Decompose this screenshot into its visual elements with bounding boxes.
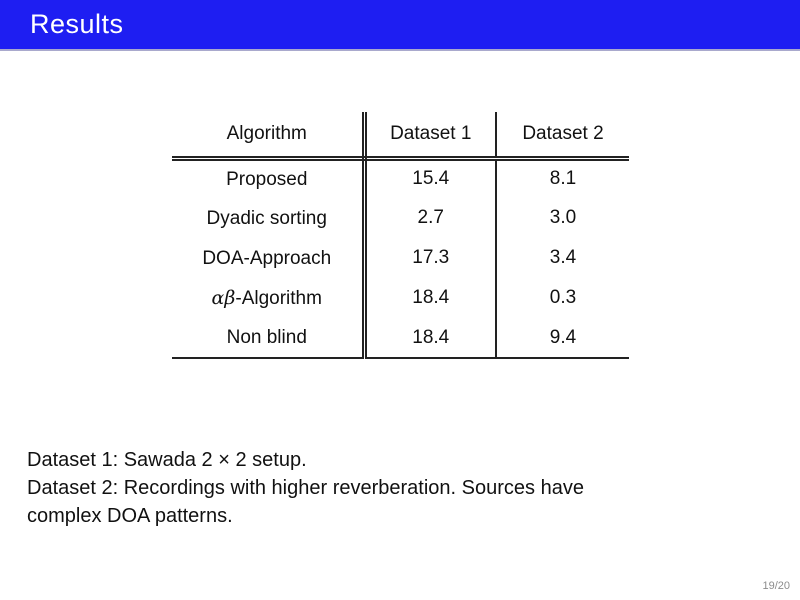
page-indicator: 19/20 — [762, 580, 790, 592]
results-table: Algorithm Dataset 1 Dataset 2 Proposed 1… — [172, 112, 629, 359]
note-line: complex DOA patterns. — [27, 505, 233, 527]
slide-title-bar: Results — [0, 0, 800, 51]
dataset2-cell: 3.0 — [549, 207, 577, 228]
dataset-notes: Dataset 1: Sawada 2 × 2 setup. Dataset 2… — [27, 446, 747, 530]
table-row: DOA-Approach 17.3 3.4 — [172, 238, 629, 278]
algorithm-label: Dyadic sorting — [206, 207, 327, 229]
algorithm-cell: DOA-Approach — [172, 238, 367, 278]
dataset1-cell: 18.4 — [364, 278, 497, 318]
column-header-dataset1: Dataset 1 — [364, 112, 497, 161]
algorithm-label: DOA-Approach — [202, 247, 332, 269]
dataset2-cell: 0.3 — [549, 287, 577, 308]
table-row: Non blind 18.4 9.4 — [172, 318, 629, 359]
dataset1-cell: 15.4 — [364, 158, 497, 198]
algorithm-cell: Non blind — [172, 318, 367, 359]
algorithm-cell: αβ-Algorithm — [172, 278, 367, 318]
algorithm-label: Non blind — [226, 327, 307, 348]
dataset2-cell: 9.4 — [496, 318, 629, 359]
table-row: Dyadic sorting 2.7 3.0 — [172, 198, 629, 238]
dataset1-cell: 18.4 — [364, 318, 497, 359]
algorithm-cell: Proposed — [172, 158, 367, 198]
dataset1-cell: 17.3 — [364, 238, 497, 278]
column-header-algorithm: Algorithm — [172, 112, 367, 161]
algorithm-cell: Dyadic sorting — [172, 198, 367, 238]
dataset1-cell: 2.7 — [364, 198, 497, 238]
dataset2-cell: 8.1 — [549, 168, 577, 190]
table-header-row: Algorithm Dataset 1 Dataset 2 — [172, 112, 629, 161]
table-row: Proposed 15.4 8.1 — [172, 158, 629, 198]
note-line: Dataset 1: Sawada 2 × 2 setup. — [27, 449, 307, 471]
note-line: Dataset 2: Recordings with higher reverb… — [27, 477, 584, 499]
slide-title: Results — [30, 9, 124, 39]
greek-prefix: αβ — [211, 286, 236, 309]
algorithm-label: Proposed — [226, 168, 308, 190]
algorithm-label: -Algorithm — [235, 287, 322, 309]
column-header-dataset2: Dataset 2 — [496, 112, 629, 161]
dataset2-cell: 3.4 — [549, 247, 577, 268]
table-row: αβ-Algorithm 18.4 0.3 — [172, 278, 629, 318]
